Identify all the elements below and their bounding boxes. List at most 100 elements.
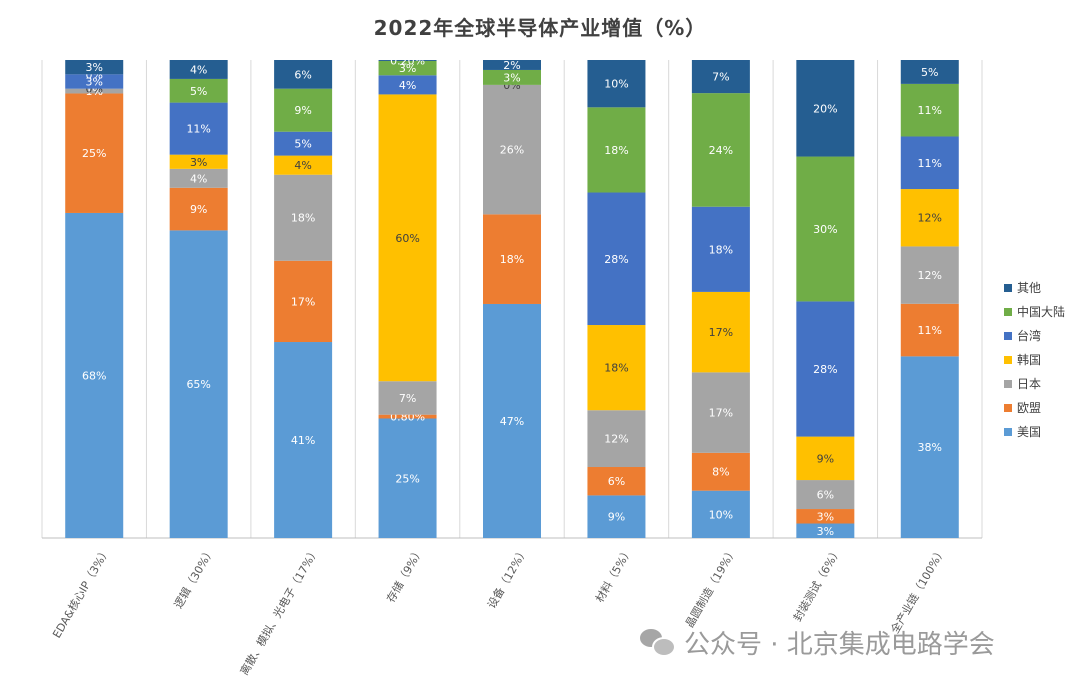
- bar-segment: [691, 60, 750, 94]
- data-label: 24%: [709, 144, 733, 157]
- bar-segment: [378, 60, 437, 61]
- data-label: 11%: [918, 324, 942, 337]
- bar-segment: [900, 303, 959, 357]
- watermark: 公众号 · 北京集成电路学会: [640, 622, 1070, 662]
- data-label: 25%: [395, 472, 419, 485]
- x-tick-label: 晶圆制造（19%）: [682, 545, 739, 630]
- data-label: 4%: [294, 159, 311, 172]
- bar-segment: [274, 174, 333, 261]
- data-label: 9%: [294, 104, 311, 117]
- legend-label: 韩国: [1017, 352, 1041, 367]
- bar-segment: [378, 381, 437, 415]
- data-label: 20%: [813, 102, 837, 115]
- bar-segment: [65, 74, 124, 89]
- x-tick-label: 存储（9%）: [383, 545, 426, 605]
- data-label: 30%: [813, 223, 837, 236]
- bar-segment: [274, 342, 333, 538]
- bar-segment: [378, 414, 437, 419]
- bar-segment: [65, 212, 124, 538]
- bar-segment: [274, 60, 333, 89]
- data-label: 12%: [604, 433, 628, 446]
- bar-segment: [796, 480, 855, 510]
- bar-segment: [796, 156, 855, 302]
- data-label: 18%: [500, 253, 524, 266]
- legend-label: 台湾: [1017, 328, 1041, 343]
- data-label: 3%: [503, 71, 520, 84]
- bar-segment: [169, 78, 228, 103]
- bar-segment: [900, 83, 959, 137]
- data-label: 5%: [294, 138, 311, 151]
- bar-segment: [587, 192, 646, 326]
- data-label: 3%: [85, 76, 102, 89]
- data-label: 0.20%: [390, 54, 425, 67]
- data-label: 3%: [190, 156, 207, 169]
- data-label: 4%: [190, 172, 207, 185]
- legend-label: 美国: [1017, 425, 1041, 439]
- bar-segment: [796, 301, 855, 437]
- bar-segment: [691, 452, 750, 491]
- bar-segment: [483, 303, 541, 538]
- bar-segment: [65, 88, 124, 94]
- data-label: 9%: [817, 452, 834, 465]
- bar-segment: [900, 136, 959, 190]
- legend-swatch: [1004, 284, 1012, 292]
- data-label: 10%: [604, 78, 628, 91]
- x-tick-label: 逻辑（30%）: [171, 545, 217, 611]
- bar-segment: [169, 60, 228, 79]
- bar-segment: [691, 291, 750, 373]
- bar-segment: [900, 246, 959, 304]
- data-label: 3%: [85, 61, 102, 74]
- data-label: 41%: [291, 434, 315, 447]
- data-label: 60%: [395, 232, 419, 245]
- data-label: 7%: [712, 71, 729, 84]
- chart-title: 2022年全球半导体产业增值（%）: [373, 16, 707, 40]
- data-label: 65%: [186, 378, 210, 391]
- x-tick-label: 离散、模拟、光电子（17%）: [237, 545, 322, 678]
- x-tick-label: 材料（5%）: [592, 545, 635, 605]
- bar-segment: [483, 60, 541, 70]
- data-label: 26%: [500, 144, 524, 157]
- data-label: 9%: [608, 511, 625, 524]
- bar-segment: [483, 84, 541, 215]
- legend-swatch: [1004, 356, 1012, 364]
- legend-swatch: [1004, 308, 1012, 316]
- legend-swatch: [1004, 380, 1012, 388]
- bar-segment: [65, 60, 124, 75]
- data-label: 17%: [709, 407, 733, 420]
- bar-segment: [587, 467, 646, 496]
- bar-segment: [169, 154, 228, 169]
- legend-swatch: [1004, 332, 1012, 340]
- bar-segment: [274, 88, 333, 132]
- bar-segment: [274, 260, 333, 343]
- data-label: 5%: [190, 85, 207, 98]
- data-label: 18%: [604, 144, 628, 157]
- data-label: 11%: [918, 104, 942, 117]
- data-label: 18%: [709, 243, 733, 256]
- bar-segment: [691, 372, 750, 453]
- data-label: 68%: [82, 369, 106, 382]
- bar-segment: [378, 75, 437, 95]
- bar-segment: [900, 189, 959, 247]
- data-label: 6%: [294, 68, 311, 81]
- data-label: 11%: [186, 123, 210, 136]
- bar-segment: [378, 60, 437, 76]
- data-label: 4%: [190, 63, 207, 76]
- bar-segment: [587, 495, 646, 538]
- bar-segment: [796, 436, 855, 481]
- bar-segment: [900, 356, 959, 538]
- data-label: 47%: [500, 415, 524, 428]
- data-label: 28%: [813, 363, 837, 376]
- data-label: 3%: [817, 510, 834, 523]
- bar-segment: [378, 418, 437, 538]
- legend-label: 日本: [1017, 377, 1041, 391]
- data-label: 12%: [918, 269, 942, 282]
- data-label: 5%: [921, 66, 938, 79]
- data-label: 3%: [817, 525, 834, 538]
- bar-segment: [169, 168, 228, 188]
- bar-segment: [587, 325, 646, 411]
- data-label: 25%: [82, 147, 106, 160]
- data-label: 17%: [709, 326, 733, 339]
- bar-segment: [796, 509, 855, 524]
